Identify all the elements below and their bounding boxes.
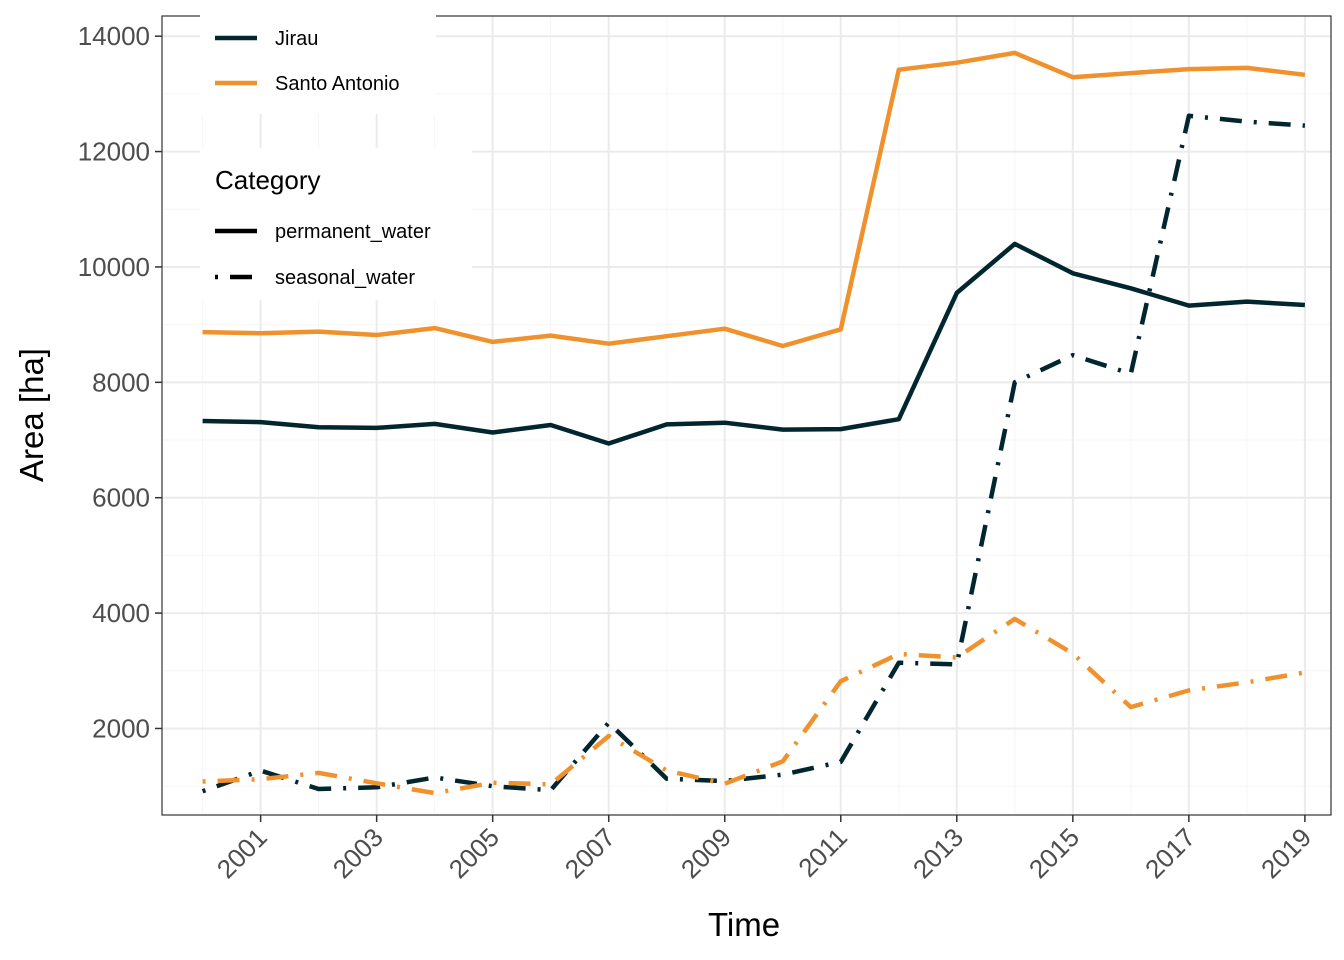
- series-line-jirau-permanent-water: [202, 241, 1306, 446]
- legend-series-label: Jirau: [275, 28, 318, 50]
- y-tick-label: 14000: [78, 21, 150, 51]
- series-line-santo-antonio-permanent-water: [202, 50, 1306, 349]
- legend-series-label: Santo Antonio: [275, 73, 400, 95]
- y-tick-label: 2000: [92, 713, 150, 743]
- y-tick-label: 10000: [78, 252, 150, 282]
- panel-border: [161, 15, 1332, 816]
- series-lines: [201, 50, 1306, 796]
- legend-category: Category permanent_water seasonal_water: [200, 148, 472, 300]
- y-tick-label: 6000: [92, 483, 150, 513]
- legend-series-box: [200, 14, 436, 114]
- y-tick-label: 8000: [92, 367, 150, 397]
- legend-category-label: seasonal_water: [275, 267, 415, 289]
- y-tick-label: 12000: [78, 137, 150, 167]
- y-tick-label: 4000: [92, 598, 150, 628]
- y-axis-title: Area [ha]: [13, 348, 50, 482]
- legend-category-label: permanent_water: [275, 221, 431, 243]
- x-axis-title: Time: [708, 906, 780, 943]
- y-axis: 2000 4000 6000 8000 10000 12000 14000: [78, 21, 162, 743]
- series-line-jirau-seasonal-water: [201, 113, 1306, 794]
- legend-series: Jirau Santo Antonio: [200, 14, 436, 114]
- legend-category-box: [200, 148, 472, 300]
- legend-category-title: Category: [215, 165, 321, 195]
